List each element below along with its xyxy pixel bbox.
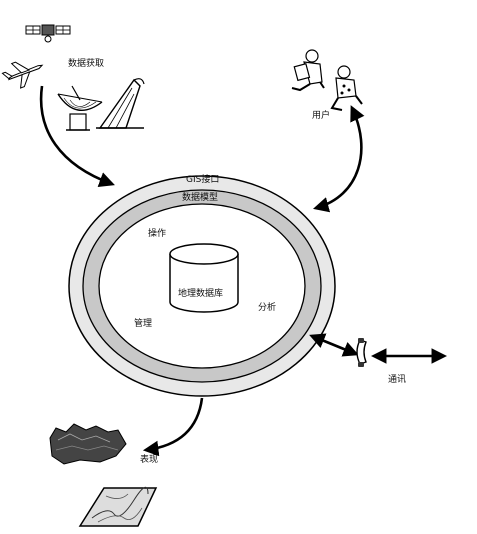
satellite-dish-icon — [57, 85, 103, 131]
data-model-label: 数据模型 — [182, 191, 218, 203]
users-label: 用户 — [312, 109, 330, 121]
data-acquisition-label: 数据获取 — [68, 57, 104, 69]
sitting-user-icon — [330, 65, 363, 111]
presentation-label: 表现 — [140, 453, 158, 465]
survey-station-icon — [96, 78, 145, 129]
users-arrow — [312, 105, 365, 213]
satellite-icon — [25, 24, 71, 43]
acquisition-arrow — [39, 85, 115, 188]
airplane-icon — [1, 61, 44, 89]
terrain-3d-icon — [49, 423, 127, 465]
communication-label: 通讯 — [388, 374, 406, 385]
telephone-icon — [356, 338, 367, 367]
communication-arrow-left — [309, 333, 359, 357]
gis-interface-label: GIS接口 — [186, 173, 219, 185]
database-label: 地理数据库 — [178, 287, 223, 299]
reader-user-icon — [291, 49, 325, 92]
management-label: 管理 — [134, 317, 152, 329]
presentation-arrow — [142, 397, 204, 457]
analysis-label: 分析 — [258, 301, 276, 313]
database-cylinder — [169, 243, 239, 313]
map-sheet-icon — [78, 486, 158, 527]
operation-label: 操作 — [148, 227, 166, 239]
